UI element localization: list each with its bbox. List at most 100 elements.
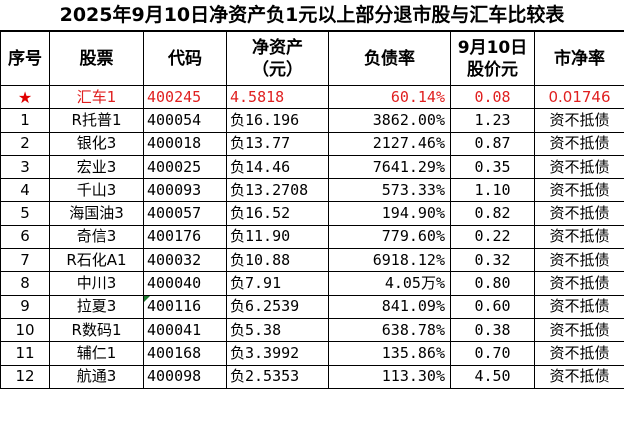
cell-code[interactable]: 400168	[143, 341, 227, 366]
cell-pb[interactable]: 资不抵债	[534, 341, 624, 366]
cell-debt-ratio[interactable]: 4.05万%	[328, 271, 451, 296]
cell-price[interactable]: 0.38	[450, 317, 535, 343]
cell-name[interactable]: 拉夏3	[49, 294, 144, 319]
cell-debt-ratio[interactable]: 6918.12%	[328, 248, 451, 273]
cell-debt-ratio[interactable]: 2127.46%	[328, 131, 451, 156]
cell-debt-ratio[interactable]: 638.78%	[328, 317, 451, 343]
header-pb[interactable]: 市净率	[534, 31, 624, 86]
cell-seq[interactable]: 11	[0, 341, 50, 366]
cell-price[interactable]: 0.80	[450, 271, 535, 296]
cell-price[interactable]: 0.08	[450, 84, 535, 110]
cell-price[interactable]: 4.50	[450, 364, 535, 389]
cell-code[interactable]: 400176	[143, 224, 227, 250]
cell-code[interactable]: 400041	[143, 317, 227, 343]
cell-price[interactable]: 1.10	[450, 178, 535, 203]
cell-code[interactable]: 400098	[143, 364, 227, 389]
cell-code[interactable]: 400032	[143, 248, 227, 273]
cell-code[interactable]: 400116	[143, 294, 227, 319]
cell-seq[interactable]: 6	[0, 224, 50, 250]
cell-debt-ratio[interactable]: 60.14%	[328, 84, 451, 110]
cell-price[interactable]: 0.22	[450, 224, 535, 250]
cell-pb[interactable]: 资不抵债	[534, 131, 624, 156]
header-price[interactable]: 9月10日 股价元	[450, 31, 535, 86]
cell-price[interactable]: 0.70	[450, 341, 535, 366]
cell-name[interactable]: 航通3	[49, 364, 144, 389]
cell-code[interactable]: 400245	[143, 84, 227, 110]
cell-debt-ratio[interactable]: 841.09%	[328, 294, 451, 319]
cell-seq[interactable]: 2	[0, 131, 50, 156]
header-net-assets[interactable]: 净资产 （元）	[226, 31, 329, 86]
cell-pb[interactable]: 资不抵债	[534, 178, 624, 203]
header-code[interactable]: 代码	[143, 31, 227, 86]
cell-pb[interactable]: 0.01746	[534, 84, 624, 110]
cell-seq[interactable]: 12	[0, 364, 50, 389]
cell-debt-ratio[interactable]: 779.60%	[328, 224, 451, 250]
cell-net-assets[interactable]: 负14.46	[226, 154, 329, 180]
cell-seq[interactable]: 3	[0, 154, 50, 180]
cell-net-assets[interactable]: 4.5818	[226, 84, 329, 110]
cell-seq[interactable]: 5	[0, 201, 50, 226]
cell-net-assets[interactable]: 负7.91	[226, 271, 329, 296]
cell-name[interactable]: 汇车1	[49, 84, 144, 110]
cell-net-assets[interactable]: 负2.5353	[226, 364, 329, 389]
cell-pb[interactable]: 资不抵债	[534, 154, 624, 180]
cell-code[interactable]: 400054	[143, 108, 227, 133]
cell-net-assets[interactable]: 负13.77	[226, 131, 329, 156]
cell-seq[interactable]: 10	[0, 317, 50, 343]
cell-price[interactable]: 0.87	[450, 131, 535, 156]
cell-code[interactable]: 400018	[143, 131, 227, 156]
cell-pb[interactable]: 资不抵债	[534, 224, 624, 250]
star-icon[interactable]: ★	[0, 84, 50, 110]
cell-debt-ratio[interactable]: 194.90%	[328, 201, 451, 226]
cell-price[interactable]: 0.82	[450, 201, 535, 226]
cell-name[interactable]: 宏业3	[49, 154, 144, 180]
cell-net-assets[interactable]: 负11.90	[226, 224, 329, 250]
cell-code[interactable]: 400040	[143, 271, 227, 296]
cell-net-assets[interactable]: 负10.88	[226, 248, 329, 273]
cell-price[interactable]: 0.32	[450, 248, 535, 273]
cell-pb[interactable]: 资不抵债	[534, 248, 624, 273]
cell-name[interactable]: 海国油3	[49, 201, 144, 226]
header-price-line1: 9月10日	[457, 37, 528, 58]
cell-code[interactable]: 400057	[143, 201, 227, 226]
cell-debt-ratio[interactable]: 573.33%	[328, 178, 451, 203]
cell-price[interactable]: 1.23	[450, 108, 535, 133]
header-stock[interactable]: 股票	[49, 31, 144, 86]
cell-net-assets[interactable]: 负6.2539	[226, 294, 329, 319]
cell-code[interactable]: 400025	[143, 154, 227, 180]
cell-name[interactable]: 奇信3	[49, 224, 144, 250]
cell-name[interactable]: R数码1	[49, 317, 144, 343]
header-seq[interactable]: 序号	[0, 31, 50, 86]
header-debt-ratio[interactable]: 负债率	[328, 31, 451, 86]
cell-name[interactable]: R石化A1	[49, 248, 144, 273]
cell-net-assets[interactable]: 负13.2708	[226, 178, 329, 203]
cell-net-assets[interactable]: 负5.38	[226, 317, 329, 343]
cell-pb[interactable]: 资不抵债	[534, 108, 624, 133]
cell-debt-ratio[interactable]: 113.30%	[328, 364, 451, 389]
cell-name[interactable]: R托普1	[49, 108, 144, 133]
cell-net-assets[interactable]: 负3.3992	[226, 341, 329, 366]
cell-name[interactable]: 千山3	[49, 178, 144, 203]
cell-seq[interactable]: 9	[0, 294, 50, 319]
cell-seq[interactable]: 4	[0, 178, 50, 203]
cell-price[interactable]: 0.60	[450, 294, 535, 319]
cell-pb[interactable]: 资不抵债	[534, 364, 624, 389]
cell-name[interactable]: 中川3	[49, 271, 144, 296]
cell-seq[interactable]: 8	[0, 271, 50, 296]
cell-name[interactable]: 银化3	[49, 131, 144, 156]
cell-net-assets[interactable]: 负16.196	[226, 108, 329, 133]
cell-seq[interactable]: 7	[0, 248, 50, 273]
cell-pb[interactable]: 资不抵债	[534, 294, 624, 319]
cell-seq[interactable]: 1	[0, 108, 50, 133]
cell-debt-ratio[interactable]: 3862.00%	[328, 108, 451, 133]
cell-pb[interactable]: 资不抵债	[534, 317, 624, 343]
cell-name[interactable]: 辅仁1	[49, 341, 144, 366]
table-row: 7 R石化A1 400032 负10.88 6918.12% 0.32 资不抵债	[0, 248, 624, 273]
cell-pb[interactable]: 资不抵债	[534, 271, 624, 296]
cell-debt-ratio[interactable]: 7641.29%	[328, 154, 451, 180]
cell-price[interactable]: 0.35	[450, 154, 535, 180]
cell-code[interactable]: 400093	[143, 178, 227, 203]
cell-net-assets[interactable]: 负16.52	[226, 201, 329, 226]
cell-debt-ratio[interactable]: 135.86%	[328, 341, 451, 366]
cell-pb[interactable]: 资不抵债	[534, 201, 624, 226]
